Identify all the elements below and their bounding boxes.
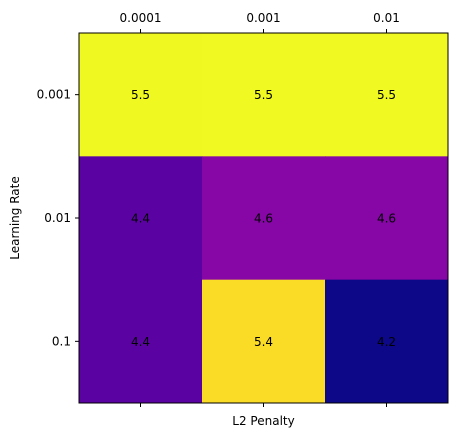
x-tick-label-0: 0.0001 bbox=[120, 11, 162, 25]
x-tick-label-2: 0.01 bbox=[373, 11, 400, 25]
heatmap-cell-r2-c2 bbox=[325, 279, 449, 404]
cell-value-label-r1-c0: 4.4 bbox=[131, 212, 150, 226]
cell-value-label-r1-c1: 4.6 bbox=[254, 212, 273, 226]
cell-value-label-r0-c2: 5.5 bbox=[377, 88, 396, 102]
cell-value-label-r2-c0: 4.4 bbox=[131, 335, 150, 349]
heatmap-cell-r0-c2 bbox=[325, 33, 449, 157]
cell-value-label-r0-c1: 5.5 bbox=[254, 88, 273, 102]
heatmap-cell-r2-c0 bbox=[79, 279, 203, 404]
heatmap-cell-r0-c1 bbox=[202, 33, 326, 157]
heatmap-cells bbox=[79, 33, 449, 404]
y-tick-label-1: 0.01 bbox=[44, 211, 71, 225]
x-tick-label-1: 0.001 bbox=[246, 11, 280, 25]
heatmap-cell-r1-c1 bbox=[202, 156, 326, 281]
heatmap-cell-r1-c0 bbox=[79, 156, 203, 281]
cell-value-label-r2-c2: 4.2 bbox=[377, 335, 396, 349]
x-axis-bottom-ticks bbox=[140, 403, 387, 407]
heatmap-cell-r0-c0 bbox=[79, 33, 203, 157]
y-axis-ticks: 0.001 0.01 0.1 bbox=[37, 88, 79, 348]
heatmap-cell-r1-c2 bbox=[325, 156, 449, 281]
heatmap-cell-labels: 5.5 5.5 5.5 4.4 4.6 4.6 4.4 5.4 4.2 bbox=[131, 88, 396, 349]
y-tick-label-2: 0.1 bbox=[52, 334, 71, 348]
cell-value-label-r1-c2: 4.6 bbox=[377, 212, 396, 226]
y-axis-label: Learning Rate bbox=[8, 176, 22, 259]
x-axis-label: L2 Penalty bbox=[232, 414, 294, 428]
cell-value-label-r2-c1: 5.4 bbox=[254, 335, 273, 349]
x-axis-top-ticks: 0.0001 0.001 0.01 bbox=[120, 11, 400, 33]
cell-value-label-r0-c0: 5.5 bbox=[131, 88, 150, 102]
y-tick-label-0: 0.001 bbox=[37, 88, 71, 102]
heatmap-cell-r2-c1 bbox=[202, 279, 326, 404]
